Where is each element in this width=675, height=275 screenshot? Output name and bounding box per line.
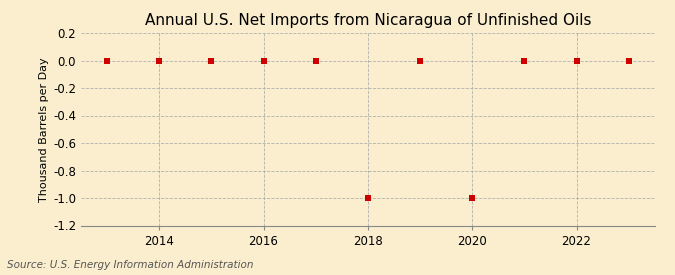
Text: Source: U.S. Energy Information Administration: Source: U.S. Energy Information Administ… xyxy=(7,260,253,270)
Title: Annual U.S. Net Imports from Nicaragua of Unfinished Oils: Annual U.S. Net Imports from Nicaragua o… xyxy=(144,13,591,28)
Y-axis label: Thousand Barrels per Day: Thousand Barrels per Day xyxy=(39,57,49,202)
